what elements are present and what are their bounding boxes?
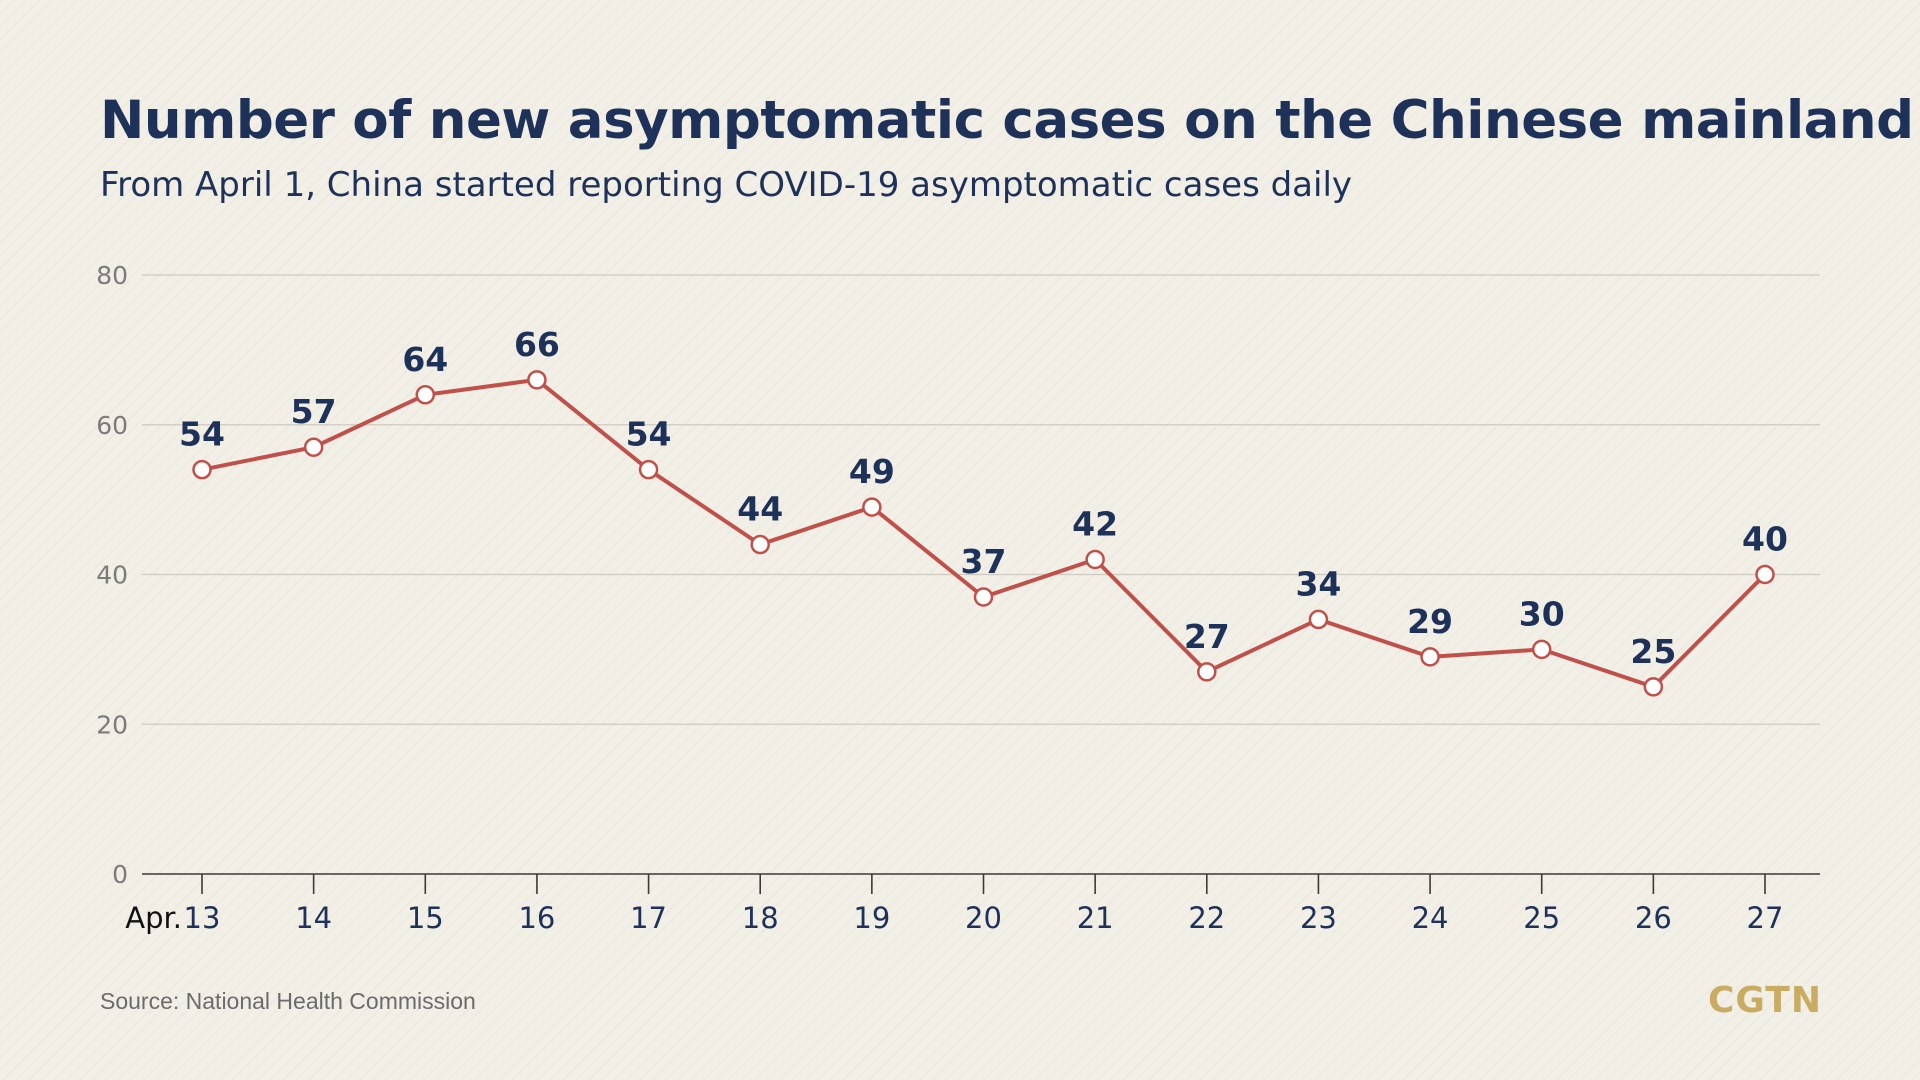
x-axis-ticks: 13 14 15 16 17 18 19 20 21 22 23 24 25 26 27 Apr. <box>125 874 1783 935</box>
x-tick-label: 14 <box>295 901 332 935</box>
data-label: 57 <box>291 392 337 431</box>
source-note: Source: National Health Commission <box>100 988 476 1014</box>
data-label: 27 <box>1184 617 1230 656</box>
y-tick-label: 40 <box>96 561 128 590</box>
x-tick-label: 16 <box>518 901 555 935</box>
cgtn-logo: CGTN <box>1707 980 1822 1021</box>
x-tick-label: 24 <box>1412 901 1449 935</box>
data-point <box>973 587 994 607</box>
data-point <box>527 370 547 390</box>
chart-subtitle: From April 1, China started reporting CO… <box>100 165 1353 205</box>
x-tick-label: 17 <box>630 901 667 935</box>
data-point <box>415 385 436 405</box>
data-label: 44 <box>737 490 783 529</box>
data-point <box>1308 609 1329 630</box>
data-labels: 54 57 64 66 54 44 49 37 42 27 34 29 30 25 40 <box>179 325 1788 671</box>
data-points <box>192 370 1775 697</box>
x-tick-label: 13 <box>184 901 221 935</box>
data-point <box>1531 639 1552 660</box>
y-tick-label: 20 <box>96 710 128 739</box>
data-label: 34 <box>1295 564 1341 603</box>
x-tick-label: 26 <box>1635 901 1672 935</box>
data-label: 30 <box>1519 594 1565 633</box>
y-tick-label: 80 <box>96 261 128 290</box>
data-label: 29 <box>1407 602 1453 641</box>
x-tick-label: 18 <box>742 901 779 935</box>
series-line-layer <box>200 377 1767 689</box>
data-point <box>1755 564 1775 585</box>
data-point <box>1197 662 1217 682</box>
grid-lines <box>142 274 1820 725</box>
data-point <box>638 459 659 480</box>
y-axis-ticks: 0 20 40 60 80 <box>96 261 128 889</box>
data-label: 54 <box>626 415 672 454</box>
y-tick-label: 60 <box>96 411 128 440</box>
x-tick-label: 25 <box>1523 901 1560 935</box>
data-point <box>303 437 324 457</box>
data-point <box>192 459 212 480</box>
data-label: 66 <box>514 325 560 364</box>
data-label: 64 <box>402 340 448 379</box>
data-point <box>1420 647 1440 667</box>
x-tick-label: 22 <box>1188 901 1225 935</box>
x-tick-label: 23 <box>1300 901 1337 935</box>
x-tick-label: 15 <box>407 901 444 935</box>
x-month-label: Apr. <box>125 901 182 935</box>
x-tick-label: 27 <box>1747 901 1784 935</box>
data-label: 25 <box>1630 632 1676 671</box>
data-label: 54 <box>179 415 225 454</box>
series-line <box>200 377 1767 689</box>
data-label: 42 <box>1072 505 1118 544</box>
data-point <box>1643 677 1664 697</box>
data-label: 49 <box>849 452 895 491</box>
x-tick-label: 20 <box>965 901 1002 935</box>
x-tick-label: 21 <box>1077 901 1114 935</box>
data-point <box>1085 549 1105 570</box>
data-label: 40 <box>1742 520 1788 559</box>
chart-title: Number of new asymptomatic cases on the … <box>100 90 1914 151</box>
y-tick-label: 0 <box>112 860 128 889</box>
x-tick-label: 19 <box>853 901 890 935</box>
data-point <box>862 497 882 517</box>
data-label: 37 <box>961 542 1007 581</box>
data-point <box>750 534 770 555</box>
